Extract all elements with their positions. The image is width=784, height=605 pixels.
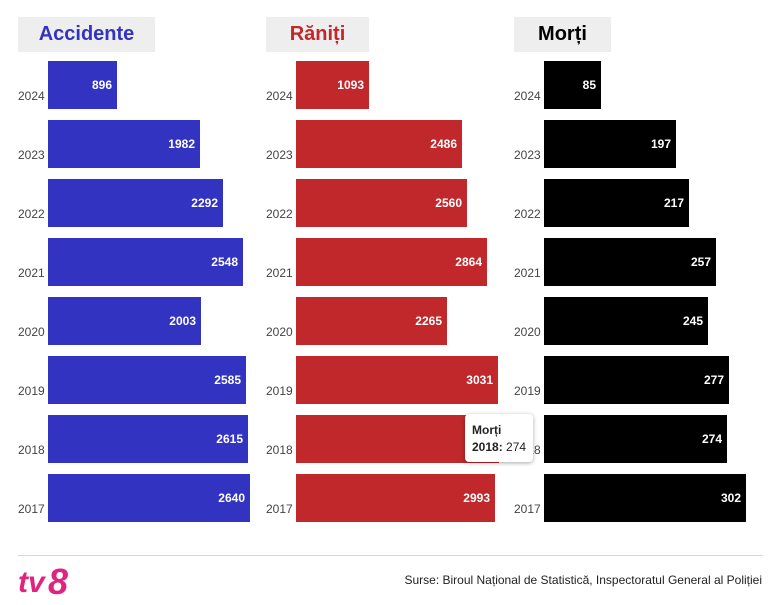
year-label: 2021: [18, 266, 45, 280]
year-label: 2024: [266, 89, 293, 103]
year-label: 2022: [18, 207, 45, 221]
bar-value-label: 1982: [168, 137, 195, 151]
bar[interactable]: 2864: [296, 238, 487, 286]
panel-raniti: Răniți 2024 1093 2023 2486 2022 2560 2021 2864 20…: [248, 0, 499, 540]
bar-value-label: 2265: [415, 314, 442, 328]
bar-value-label: 2615: [216, 432, 243, 446]
bar[interactable]: 2585: [48, 356, 246, 404]
bar[interactable]: 2486: [296, 120, 462, 168]
year-label: 2023: [18, 148, 45, 162]
year-label: 2022: [514, 207, 541, 221]
bar-value-label: 2486: [430, 137, 457, 151]
year-label: 2022: [266, 207, 293, 221]
bar[interactable]: 277: [544, 356, 729, 404]
year-label: 2021: [514, 266, 541, 280]
year-label: 2021: [266, 266, 293, 280]
bar[interactable]: 274: [544, 415, 727, 463]
bar-value-label: 257: [690, 255, 711, 269]
source-note: Surse: Biroul Național de Statistică, In…: [404, 573, 762, 587]
bar[interactable]: 2003: [48, 297, 201, 345]
bar[interactable]: 217: [544, 179, 689, 227]
bar[interactable]: 2548: [48, 238, 243, 286]
bar-value-label: 302: [720, 491, 741, 505]
year-label: 2023: [514, 148, 541, 162]
year-label: 2019: [266, 384, 293, 398]
footer-divider: [18, 555, 763, 556]
year-label: 2020: [266, 325, 293, 339]
bar[interactable]: 3031: [296, 356, 498, 404]
year-label: 2023: [266, 148, 293, 162]
bar-value-label: 217: [663, 196, 684, 210]
year-label: 2019: [18, 384, 45, 398]
chart-tooltip: Morți 2018: 274: [465, 414, 533, 462]
bar[interactable]: 257: [544, 238, 716, 286]
panel-morti: Morți 2024 85 2023 197 2022 217 2021 257 2020 245 2…: [496, 0, 746, 540]
bar-value-label: 3031: [466, 373, 493, 387]
tv8-logo: tv 8: [18, 561, 68, 600]
bar-value-label: 2003: [169, 314, 196, 328]
bar-value-label: 2585: [214, 373, 241, 387]
panel-title: Răniți: [266, 17, 369, 52]
year-label: 2019: [514, 384, 541, 398]
bar[interactable]: 245: [544, 297, 708, 345]
bar[interactable]: 2640: [48, 474, 250, 522]
year-label: 2020: [18, 325, 45, 339]
bar[interactable]: 85: [544, 61, 601, 109]
bar-value-label: 1093: [337, 78, 364, 92]
bar[interactable]: 1982: [48, 120, 200, 168]
year-label: 2017: [514, 502, 541, 516]
panel-title: Morți: [514, 17, 611, 52]
bar[interactable]: 2265: [296, 297, 447, 345]
year-label: 2017: [18, 502, 45, 516]
year-label: 2024: [514, 89, 541, 103]
bar[interactable]: 2993: [296, 474, 495, 522]
svg-text:8: 8: [48, 561, 68, 600]
year-label: 2018: [266, 443, 293, 457]
bar-value-label: 277: [703, 373, 724, 387]
bar-value-label: 197: [650, 137, 671, 151]
bar-value-label: 245: [682, 314, 703, 328]
bar[interactable]: 2615: [48, 415, 248, 463]
bar-value-label: 274: [701, 432, 722, 446]
bar-value-label: 85: [582, 78, 596, 92]
bar-value-label: 2292: [191, 196, 218, 210]
bar[interactable]: 896: [48, 61, 117, 109]
bar-value-label: 2993: [463, 491, 490, 505]
bar-value-label: 896: [91, 78, 112, 92]
year-label: 2024: [18, 89, 45, 103]
bar-value-label: 2548: [211, 255, 238, 269]
bar-value-label: 2864: [455, 255, 482, 269]
bar-value-label: 2640: [218, 491, 245, 505]
bar[interactable]: 2560: [296, 179, 467, 227]
bar[interactable]: 1093: [296, 61, 369, 109]
tooltip-title: Morți: [472, 423, 502, 437]
year-label: 2017: [266, 502, 293, 516]
panel-title: Accidente: [18, 17, 155, 52]
bar[interactable]: 2292: [48, 179, 223, 227]
tooltip-value: 274: [506, 440, 527, 454]
bar[interactable]: 302: [544, 474, 746, 522]
year-label: 2018: [18, 443, 45, 457]
year-label: 2020: [514, 325, 541, 339]
svg-text:tv: tv: [18, 566, 47, 599]
bar[interactable]: 197: [544, 120, 676, 168]
tooltip-year: 2018:: [472, 440, 503, 454]
panel-accidente: Accidente 2024 896 2023 1982 2022 2292 2021 2548…: [0, 0, 250, 540]
bar-value-label: 2560: [435, 196, 462, 210]
